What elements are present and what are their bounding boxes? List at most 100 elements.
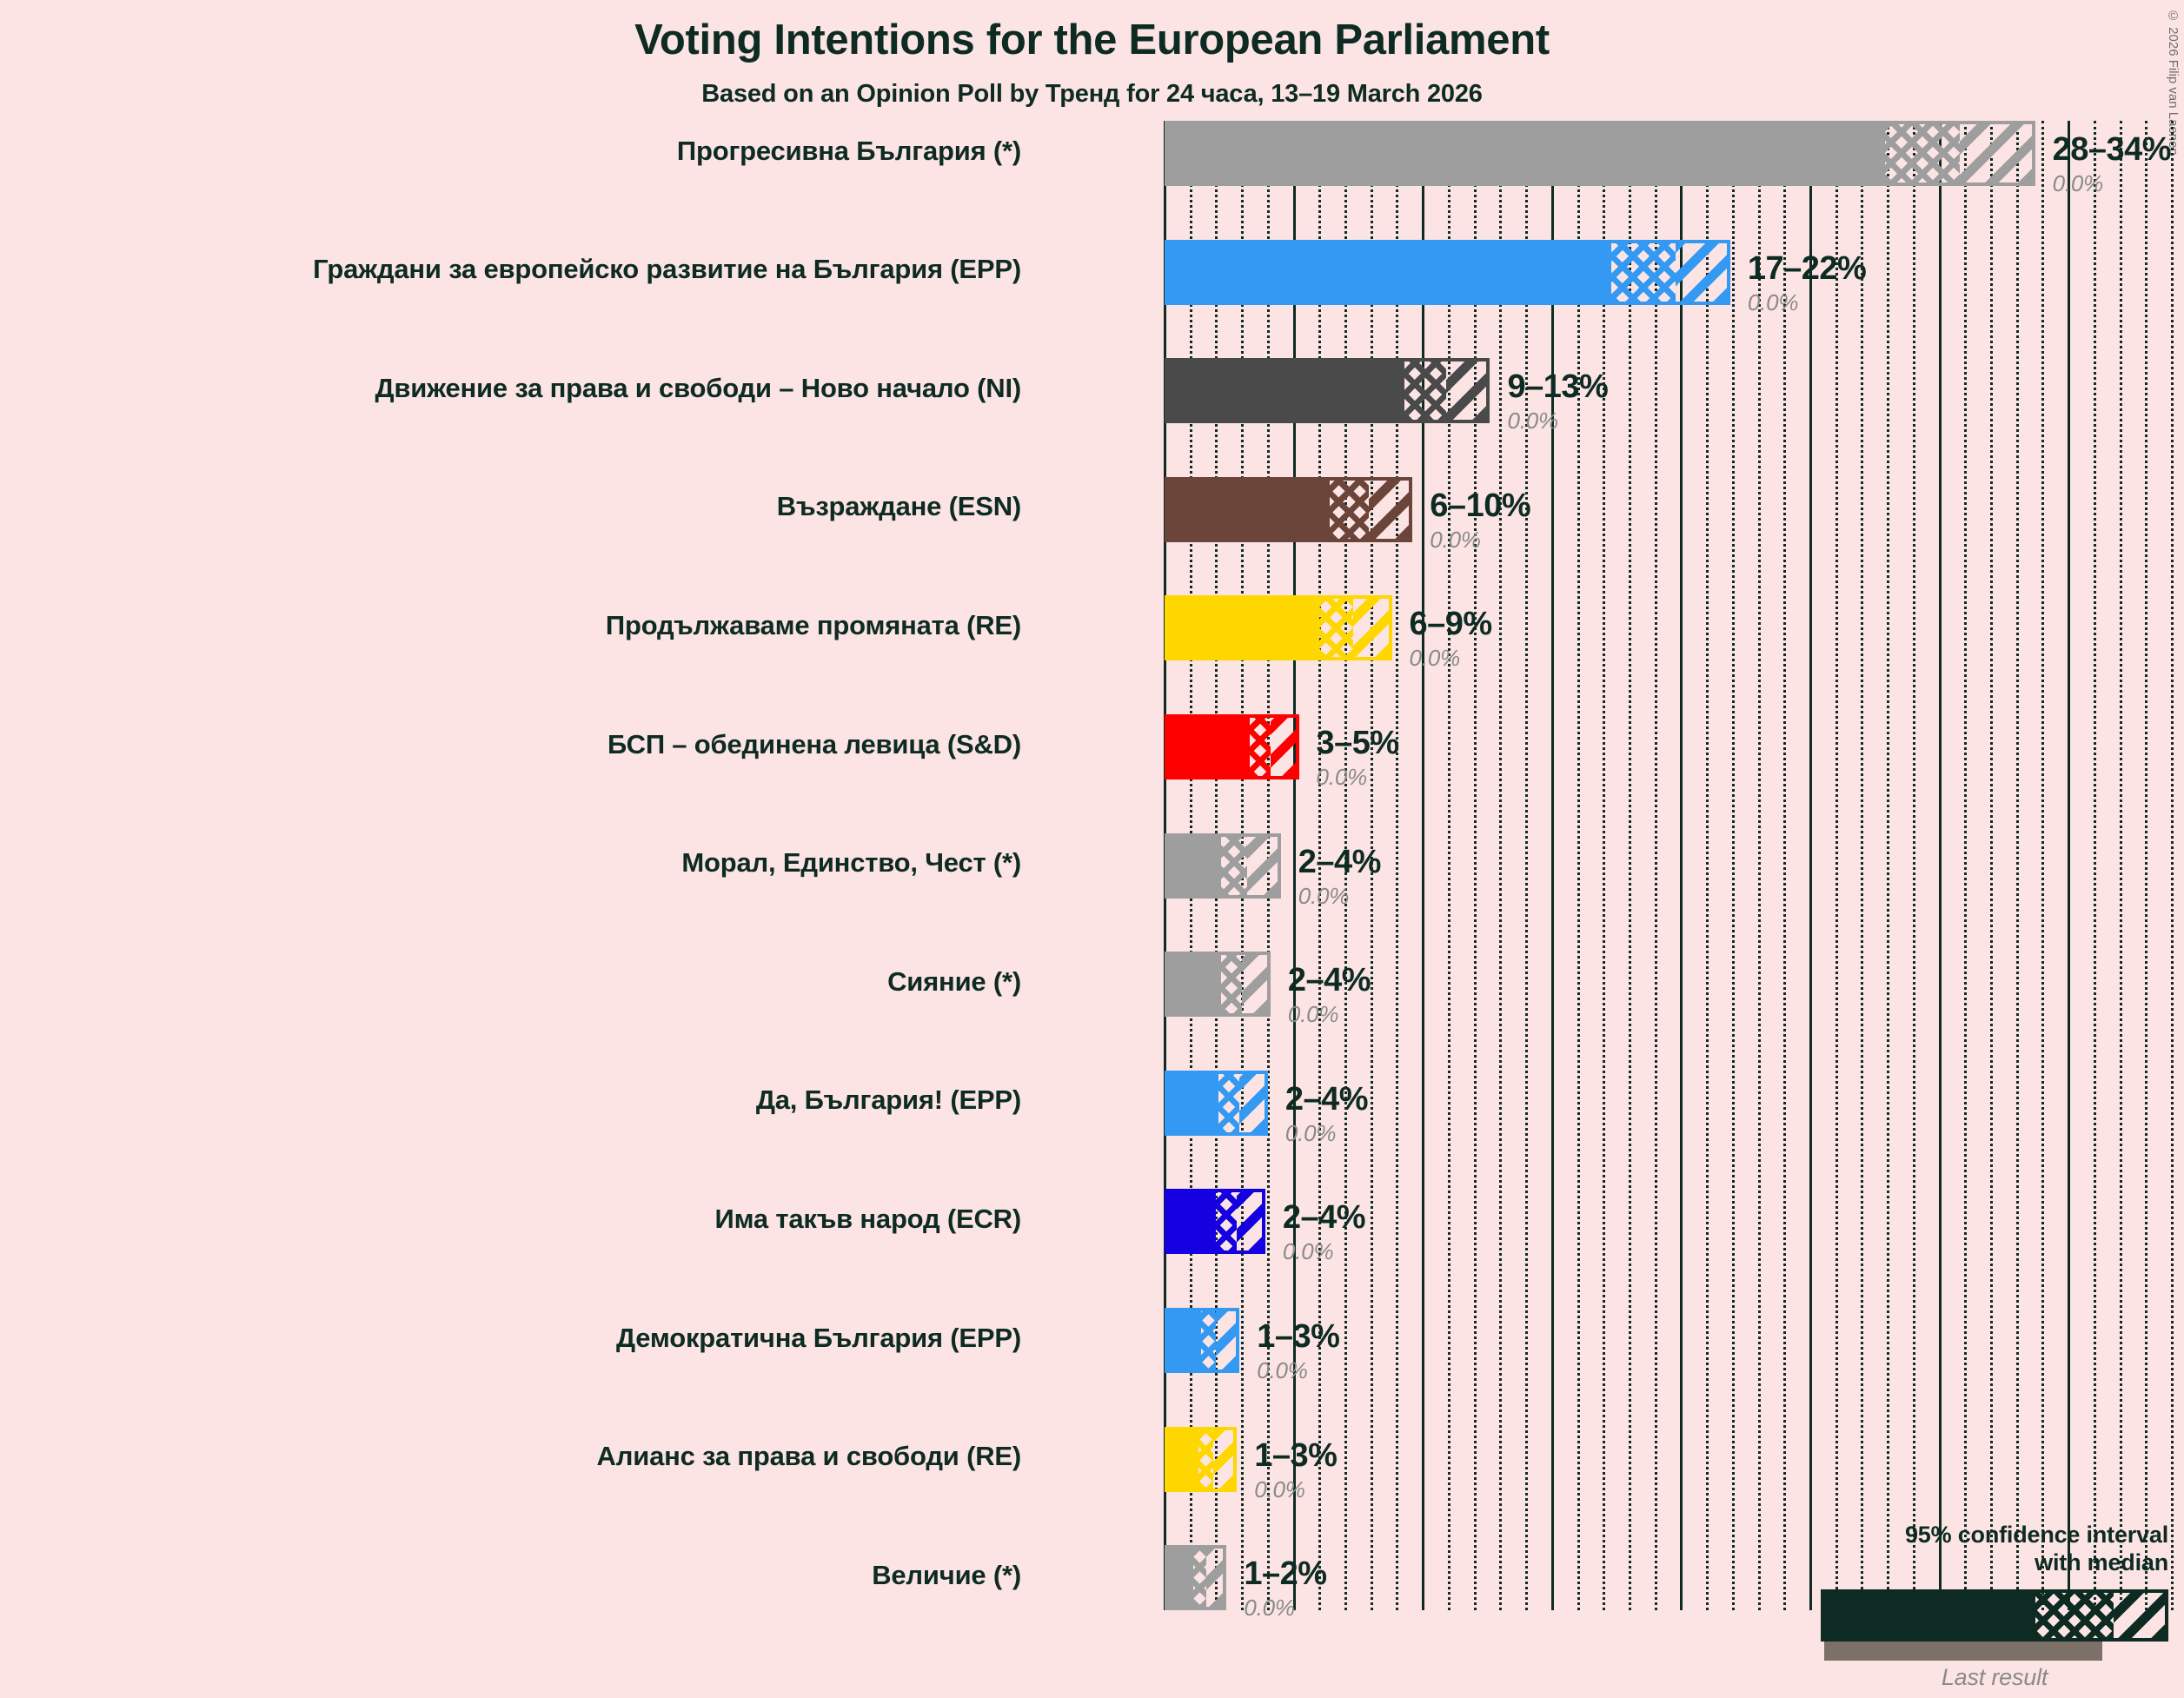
bar-segment-crosshatch [1218, 1070, 1240, 1136]
grid-line-minor [1473, 121, 1477, 1611]
grid-line-major [1550, 121, 1554, 1611]
grid-line-minor [1577, 121, 1580, 1611]
last-result-value-label: 0.0% [2052, 170, 2104, 196]
bar-segment-diagonal [1445, 358, 1490, 424]
last-result-value-label: 0.0% [1282, 1238, 1334, 1265]
bar-segment-crosshatch [1216, 1189, 1238, 1255]
interval-value-label: 28–34% [2052, 131, 2172, 168]
party-label: Сияние (*) [887, 965, 1021, 997]
bar-segment-crosshatch [1330, 476, 1369, 542]
bar-segment-crosshatch [1198, 1426, 1214, 1492]
bar-segment-solid [1165, 952, 1222, 1018]
chart-title: Voting Intentions for the European Parli… [634, 17, 1550, 63]
value-label-group: 17–22% 0.0% [1747, 249, 1867, 314]
bar-segment-solid [1165, 1426, 1198, 1492]
legend-segment-crosshatch [2035, 1593, 2114, 1638]
confidence-interval-bar [1165, 239, 1730, 305]
interval-value-label: 1–2% [1244, 1555, 1327, 1593]
bar-segment-solid [1165, 476, 1331, 542]
bar-segment-solid [1165, 1545, 1193, 1611]
value-label-group: 28–34% 0.0% [2052, 131, 2172, 196]
last-result-value-label: 0.0% [1316, 764, 1368, 790]
grid-line-major [1809, 121, 1812, 1611]
grid-line-major [1680, 121, 1683, 1611]
confidence-interval-bar [1165, 1189, 1265, 1255]
interval-value-label: 2–4% [1298, 843, 1382, 880]
bar-segment-diagonal [1960, 121, 2035, 186]
interval-value-label: 1–3% [1257, 1318, 1340, 1355]
value-label-group: 1–2% 0.0% [1244, 1555, 1327, 1619]
confidence-interval-bar [1165, 1545, 1227, 1611]
legend-last-result-label: Last result [1941, 1664, 2048, 1690]
grid-line-minor [1990, 121, 1994, 1611]
party-label: Граждани за европейско развитие на Бълга… [313, 254, 1021, 285]
grid-line-minor [2171, 121, 2174, 1611]
grid-line-minor [1861, 121, 1864, 1611]
bar-segment-diagonal [1270, 714, 1299, 779]
grid-line-minor [1731, 121, 1735, 1611]
bar-segment-solid [1165, 832, 1222, 899]
chart-subtitle: Based on an Opinion Poll by Тренд for 24… [701, 80, 1483, 108]
bar-segment-solid [1165, 1189, 1217, 1255]
bar-segment-solid [1165, 714, 1251, 779]
interval-value-label: 2–4% [1285, 1080, 1369, 1118]
party-label: Морал, Единство, Чест (*) [681, 847, 1021, 879]
last-result-value-label: 0.0% [1430, 526, 1481, 553]
bar-segment-diagonal [1205, 1545, 1227, 1611]
party-label: Има такъв народ (ECR) [714, 1203, 1022, 1234]
grid-line-minor [1835, 121, 1838, 1611]
legend-segment-diagonal [2114, 1593, 2165, 1638]
grid-line-minor [2145, 121, 2148, 1611]
grid-line-minor [1912, 121, 1915, 1611]
value-label-group: 2–4% 0.0% [1298, 843, 1382, 909]
value-label-group: 2–4% 0.0% [1282, 1201, 1366, 1265]
bar-segment-crosshatch [1404, 358, 1446, 424]
confidence-interval-bar [1165, 714, 1299, 779]
bar-segment-solid [1165, 239, 1612, 305]
bar-segment-diagonal [1239, 1070, 1268, 1136]
grid-line-minor [2041, 121, 2045, 1611]
interval-value-label: 17–22% [1747, 249, 1867, 287]
party-label: Алианс за права и свободи (RE) [596, 1441, 1022, 1472]
bar-segment-diagonal [1237, 1189, 1265, 1255]
chart-legend: 95% confidence interval with median Last… [1760, 1522, 2168, 1691]
value-label-group: 9–13% 0.0% [1507, 370, 1608, 432]
grid-line-major [1292, 121, 1296, 1611]
grid-line-minor [1628, 121, 1631, 1611]
confidence-interval-bar [1165, 121, 2035, 186]
party-label: Величие (*) [872, 1559, 1021, 1590]
bar-segment-crosshatch [1200, 1308, 1217, 1373]
bar-segment-crosshatch [1885, 121, 1961, 186]
grid-line-minor [1370, 121, 1373, 1611]
value-label-group: 6–9% 0.0% [1409, 606, 1493, 672]
grid-line-minor [1887, 121, 1890, 1611]
last-result-value-label: 0.0% [1287, 1001, 1339, 1028]
bar-segment-crosshatch [1319, 595, 1353, 661]
party-label: БСП – обединена левица (S&D) [607, 728, 1021, 759]
grid-line-minor [1525, 121, 1529, 1611]
value-label-group: 3–5% 0.0% [1316, 726, 1400, 790]
bar-segment-crosshatch [1250, 714, 1271, 779]
grid-line-minor [1654, 121, 1657, 1611]
grid-line-minor [1499, 121, 1503, 1611]
last-result-value-label: 0.0% [1298, 882, 1350, 909]
grid-line-minor [1603, 121, 1606, 1611]
last-result-value-label: 0.0% [1507, 408, 1558, 434]
grid-line-minor [1344, 121, 1348, 1611]
grid-line-minor [1396, 121, 1399, 1611]
confidence-interval-bar [1165, 832, 1281, 899]
bar-segment-solid [1165, 1308, 1201, 1373]
interval-value-label: 6–9% [1409, 606, 1493, 643]
confidence-interval-bar [1165, 476, 1413, 542]
last-result-value-label: 0.0% [1409, 645, 1461, 672]
last-result-value-label: 0.0% [1257, 1357, 1308, 1383]
last-result-value-label: 0.0% [1285, 1119, 1337, 1146]
value-label-group: 1–3% 0.0% [1257, 1318, 1340, 1383]
grid-line-minor [2119, 121, 2122, 1611]
bar-segment-diagonal [1352, 595, 1392, 661]
bar-segment-diagonal [1676, 239, 1730, 305]
interval-value-label: 9–13% [1507, 368, 1609, 406]
legend-segment-solid [1824, 1593, 2036, 1638]
confidence-interval-bar [1165, 952, 1271, 1018]
interval-value-label: 2–4% [1287, 962, 1371, 999]
